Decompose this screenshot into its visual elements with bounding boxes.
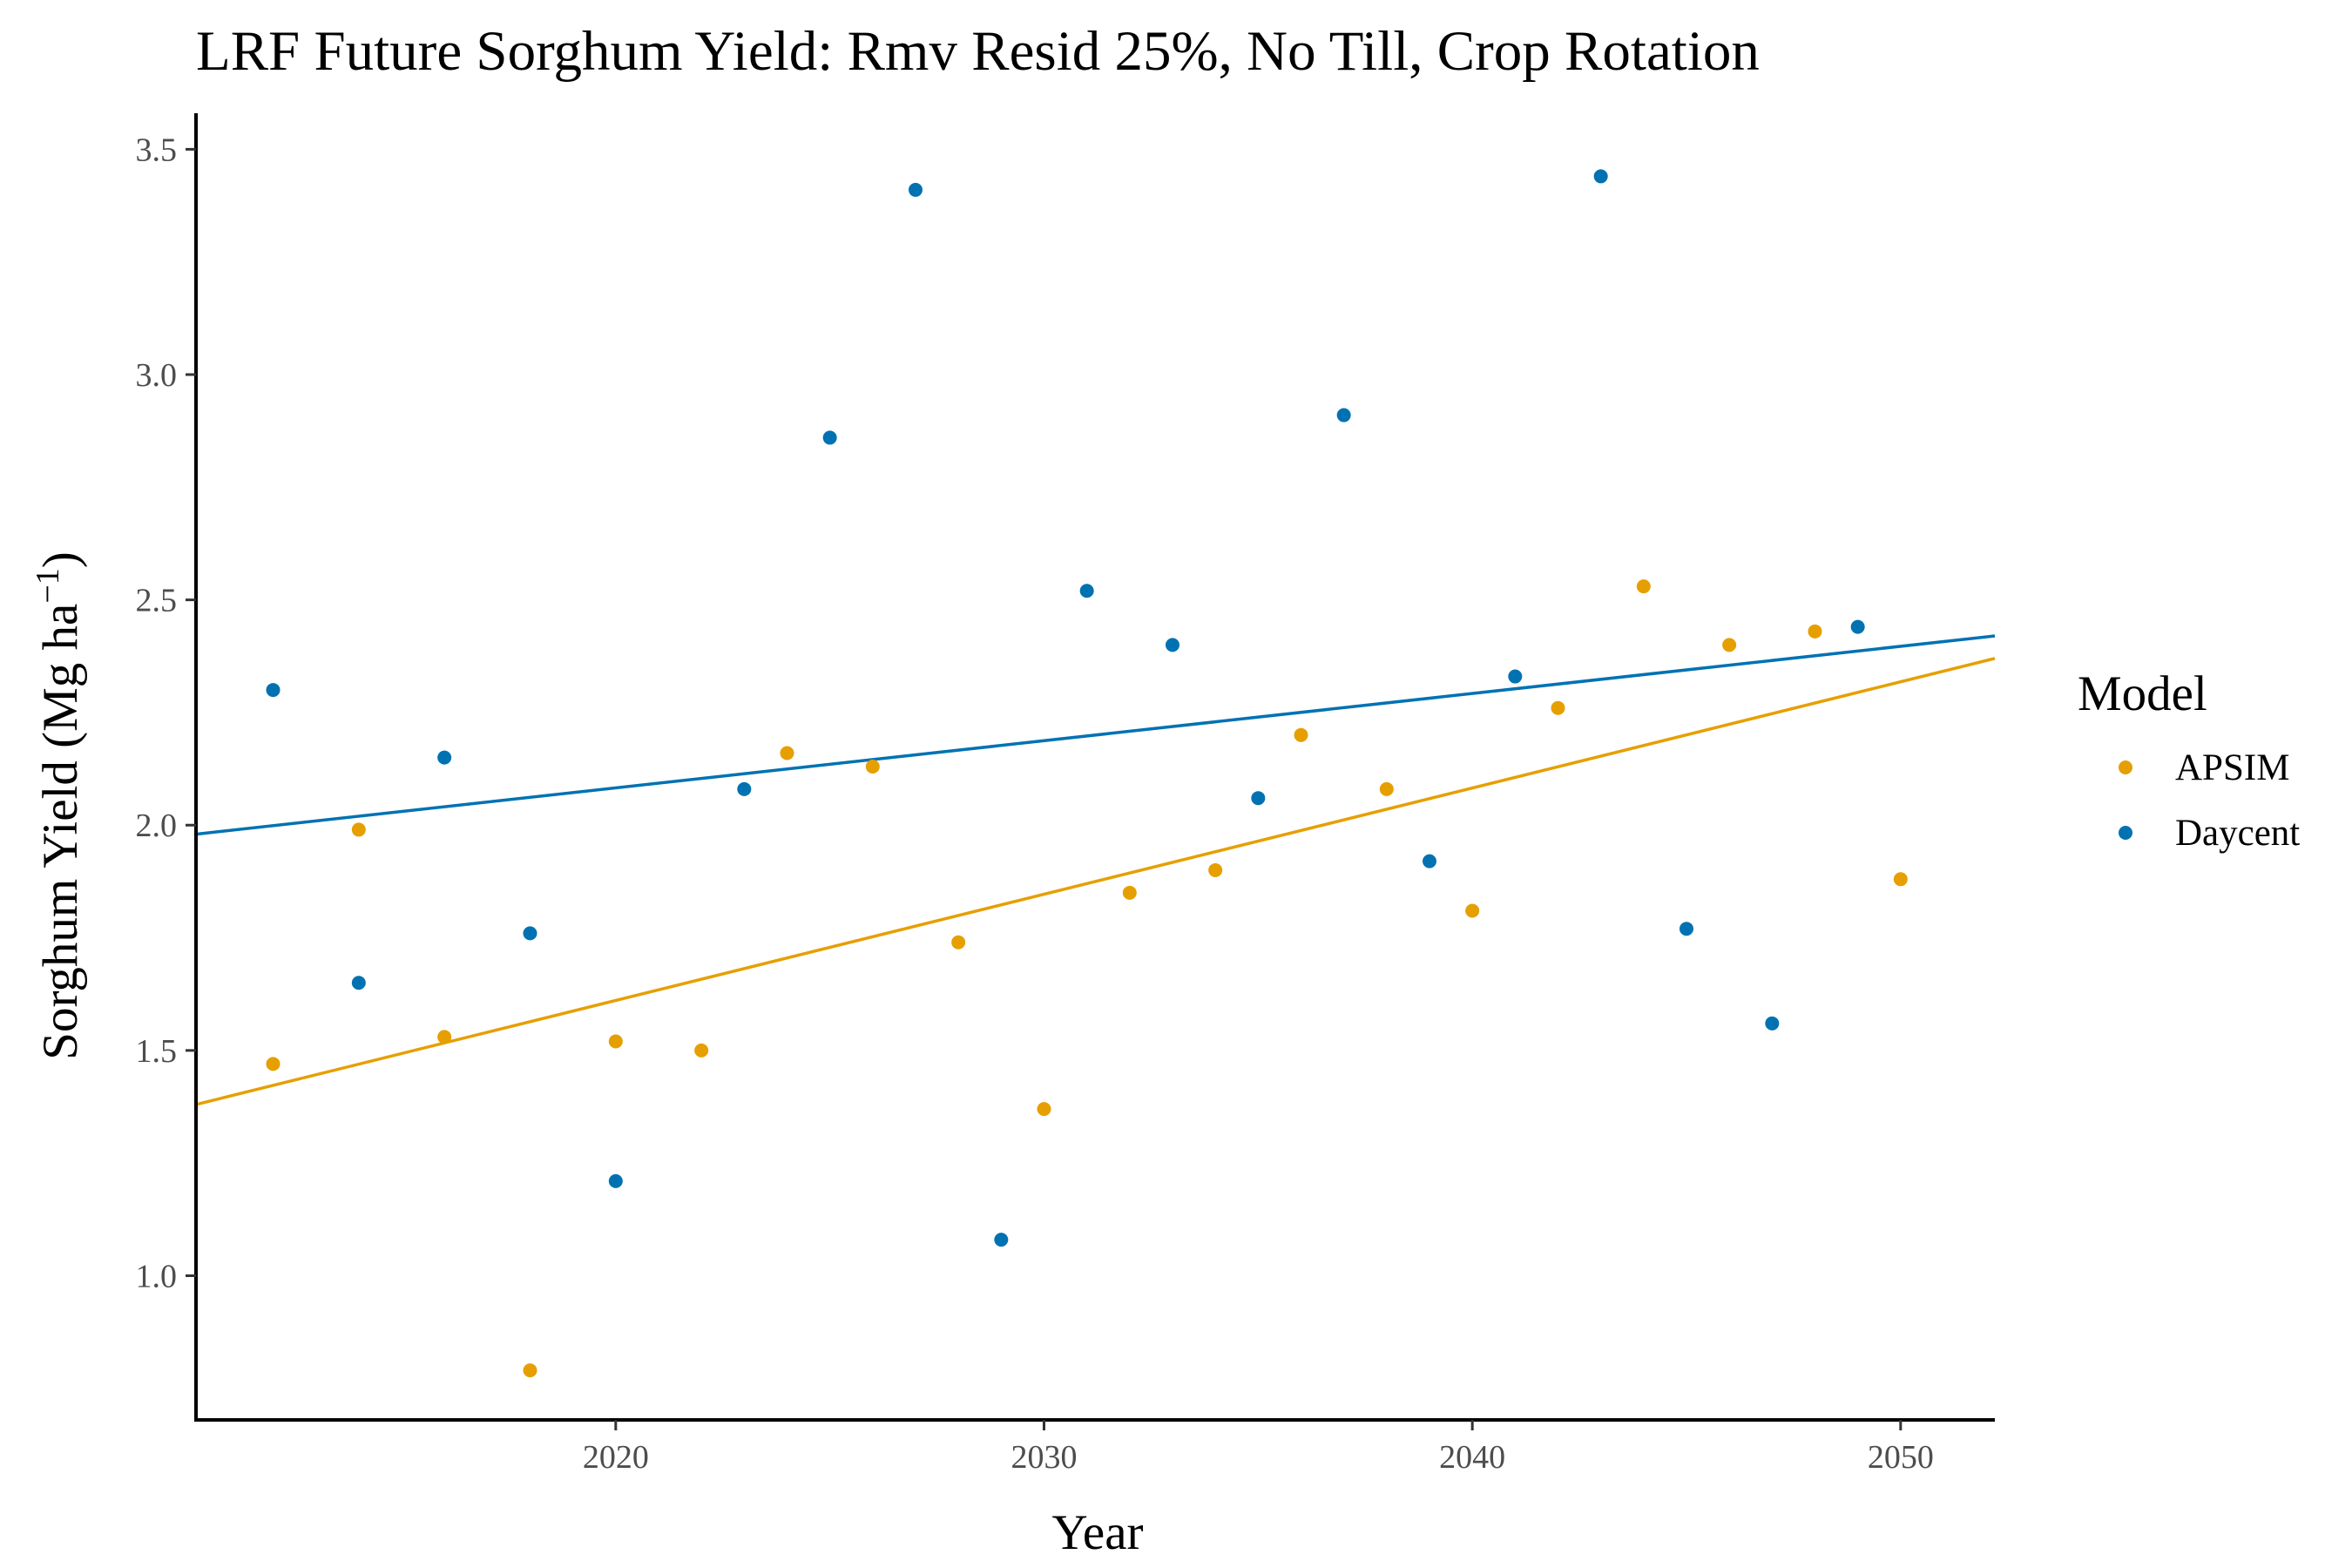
point-daycent: [909, 182, 923, 197]
y-axis-title-superscript: −1: [30, 568, 66, 603]
trend-line-daycent: [195, 634, 1996, 836]
point-daycent: [1423, 854, 1436, 868]
point-daycent: [608, 1173, 623, 1188]
point-apsim: [780, 746, 794, 760]
point-apsim: [437, 1030, 452, 1044]
point-daycent: [737, 781, 752, 796]
point-apsim: [951, 935, 966, 950]
x-tick-label: 2040: [1439, 1439, 1505, 1476]
y-tick-label: 3.5: [136, 132, 178, 168]
point-daycent: [523, 926, 537, 941]
point-daycent: [1079, 584, 1094, 598]
y-axis-title-main: Sorghum Yield (Mg ha: [33, 604, 88, 1060]
point-apsim: [1465, 903, 1480, 918]
point-apsim: [266, 1057, 280, 1071]
point-apsim: [865, 760, 880, 774]
point-apsim: [351, 822, 366, 837]
legend-label-daycent: Daycent: [2175, 813, 2300, 854]
legend: Model APSIM Daycent: [2078, 666, 2300, 854]
y-axis-title: Sorghum Yield (Mg ha−1): [30, 551, 88, 1060]
point-apsim: [1722, 638, 1737, 652]
trend-lines: [195, 634, 1996, 1106]
trend-line-apsim: [195, 657, 1996, 1106]
legend-key-daycent: [2119, 826, 2132, 840]
legend-label-apsim: APSIM: [2175, 747, 2289, 788]
chart-title: LRF Future Sorghum Yield: Rmv Resid 25%,…: [196, 20, 1760, 83]
plot-area: [195, 169, 1996, 1378]
point-apsim: [1037, 1102, 1051, 1117]
point-daycent: [1508, 669, 1523, 684]
y-axis-title-end: ): [33, 551, 88, 568]
point-daycent: [1166, 638, 1179, 652]
legend-title: Model: [2078, 666, 2207, 721]
point-daycent: [1336, 408, 1351, 422]
x-tick-label: 2030: [1011, 1439, 1078, 1476]
x-tick-label: 2020: [583, 1439, 649, 1476]
y-tick-label: 3.0: [136, 357, 178, 394]
point-apsim: [1551, 700, 1565, 715]
y-axis: 1.0 1.5 2.0 2.5 3.0 3.5: [136, 113, 198, 1422]
y-tick-label: 2.0: [136, 808, 178, 844]
y-tick-label: 2.5: [136, 583, 178, 619]
point-daycent: [822, 430, 837, 445]
y-tick-label: 1.5: [136, 1033, 178, 1070]
point-apsim: [1808, 624, 1822, 639]
y-ticks: 1.0 1.5 2.0 2.5 3.0 3.5: [136, 132, 196, 1294]
point-apsim: [694, 1043, 709, 1058]
point-daycent: [1850, 619, 1865, 634]
point-daycent: [266, 683, 280, 698]
x-axis: 2020 2030 2040 2050: [194, 1418, 1995, 1476]
point-apsim: [1294, 727, 1308, 742]
point-daycent: [994, 1233, 1009, 1247]
legend-key-apsim: [2119, 760, 2132, 774]
x-ticks: 2020 2030 2040 2050: [583, 1420, 1934, 1476]
point-daycent: [351, 976, 366, 990]
point-apsim: [1122, 885, 1137, 900]
point-apsim: [1208, 862, 1223, 877]
point-daycent: [437, 750, 452, 765]
point-daycent: [1765, 1016, 1780, 1031]
point-apsim: [1379, 781, 1394, 796]
x-tick-label: 2050: [1868, 1439, 1934, 1476]
point-daycent: [1251, 791, 1266, 806]
legend-items: APSIM Daycent: [2119, 747, 2300, 854]
point-apsim: [523, 1363, 537, 1378]
point-daycent: [1680, 922, 1693, 936]
point-apsim: [608, 1034, 623, 1049]
x-axis-title: Year: [1051, 1505, 1143, 1560]
y-tick-label: 1.0: [136, 1258, 178, 1294]
point-apsim: [1893, 872, 1908, 887]
point-daycent: [1593, 169, 1608, 184]
point-apsim: [1636, 579, 1651, 594]
data-points: [266, 169, 1908, 1378]
